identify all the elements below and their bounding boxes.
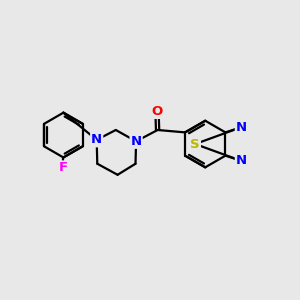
Text: O: O xyxy=(152,105,163,118)
Text: N: N xyxy=(91,133,102,146)
Text: F: F xyxy=(59,161,68,174)
Text: N: N xyxy=(236,121,247,134)
Text: N: N xyxy=(130,135,142,148)
Text: N: N xyxy=(236,154,247,167)
Text: S: S xyxy=(190,137,200,151)
